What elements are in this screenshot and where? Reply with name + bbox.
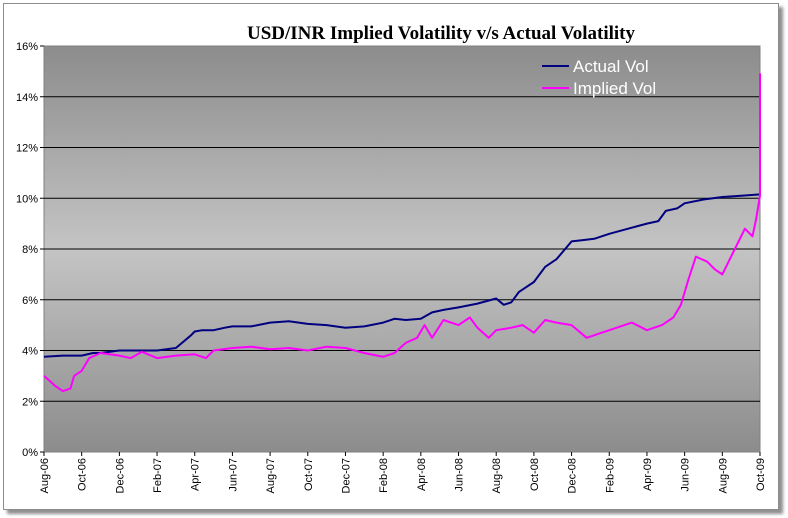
- y-axis: 0% 2% 4% 6% 8% 10% 12% 14% 16%: [16, 41, 44, 459]
- chart-frame: USD/INR Implied Volatility v/s Actual Vo…: [3, 3, 779, 510]
- x-tick-label: Oct-07: [303, 458, 315, 491]
- x-tick-label: Oct-06: [77, 458, 89, 491]
- y-tick-label: 8%: [22, 244, 38, 256]
- y-tick-label: 12%: [16, 143, 38, 155]
- x-tick-label: Aug-08: [491, 458, 503, 493]
- series-line-actual-vol: [43, 193, 761, 358]
- legend: Actual Vol Implied Vol: [542, 57, 656, 98]
- x-tick-label: Jun-08: [454, 458, 466, 492]
- x-tick-label: Aug-09: [717, 458, 729, 493]
- x-tick-label: Jun-09: [680, 458, 692, 492]
- x-tick-label: Oct-08: [529, 458, 541, 491]
- x-tick-label: Aug-07: [265, 458, 277, 493]
- x-tick-label: Dec-07: [340, 458, 352, 493]
- x-tick-label: Dec-06: [114, 458, 126, 493]
- y-tick-label: 16%: [16, 41, 38, 53]
- y-tick-label: 0%: [22, 447, 38, 459]
- x-tick-label: Feb-07: [152, 458, 164, 493]
- x-tick-label: Feb-08: [378, 458, 390, 493]
- x-tick-label: Dec-08: [567, 458, 579, 493]
- x-tick-label: Oct-09: [755, 458, 767, 491]
- y-tick-label: 2%: [22, 396, 38, 408]
- series-lines: [43, 72, 761, 393]
- x-tick-label: Aug-06: [39, 458, 51, 493]
- series-line-implied-vol: [43, 72, 761, 393]
- legend-label: Actual Vol: [573, 57, 649, 76]
- y-tick-label: 14%: [16, 92, 38, 104]
- x-tick-label: Apr-07: [190, 458, 202, 491]
- x-tick-label: Apr-08: [416, 458, 428, 491]
- x-tick-label: Feb-09: [604, 458, 616, 493]
- legend-label: Implied Vol: [573, 79, 656, 98]
- x-tick-label: Jun-07: [227, 458, 239, 492]
- x-axis: Aug-06 Oct-06 Dec-06 Feb-07 Apr-07 Jun-07 Aug-…: [39, 452, 767, 493]
- y-tick-label: 10%: [16, 193, 38, 205]
- chart: USD/INR Implied Volatility v/s Actual Vo…: [16, 23, 767, 493]
- y-tick-label: 6%: [22, 295, 38, 307]
- x-tick-label: Apr-09: [642, 458, 654, 491]
- chart-title: USD/INR Implied Volatility v/s Actual Vo…: [247, 23, 635, 44]
- y-tick-label: 4%: [22, 346, 38, 358]
